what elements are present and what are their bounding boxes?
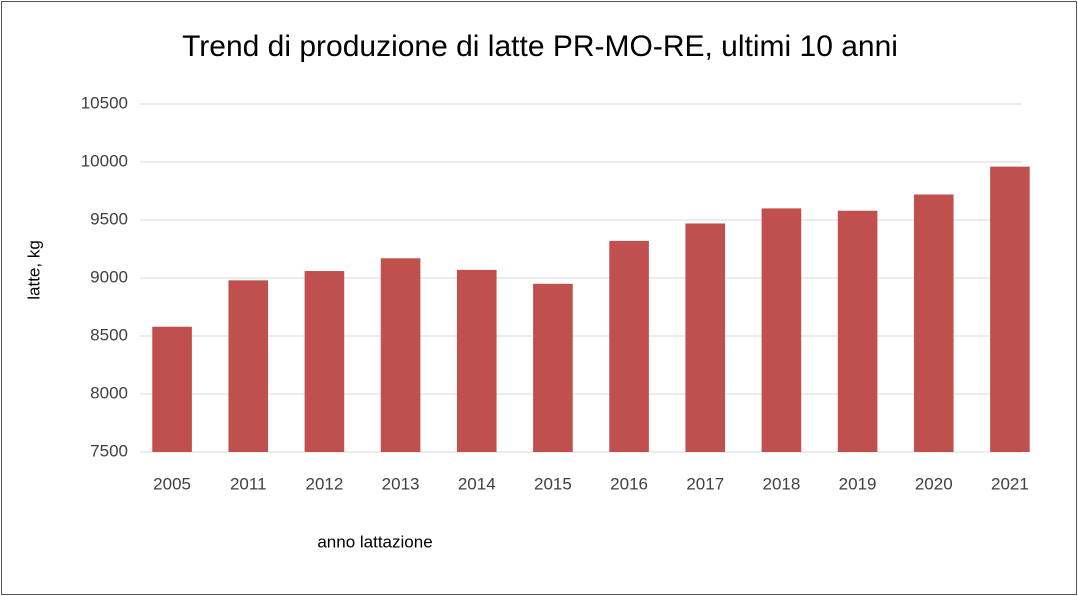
bar <box>533 283 573 452</box>
y-tick-label: 9000 <box>90 267 128 286</box>
x-tick-label: 2017 <box>686 474 724 493</box>
chart-title: Trend di produzione di latte PR-MO-RE, u… <box>182 30 898 63</box>
bar <box>913 194 954 453</box>
x-tick-label: 2019 <box>839 474 877 493</box>
y-tick-label: 10500 <box>81 93 128 112</box>
x-tick-label: 2011 <box>230 474 267 493</box>
bar <box>990 166 1030 452</box>
y-tick-label: 8000 <box>90 383 128 402</box>
bar <box>456 269 497 452</box>
x-tick-label: 2014 <box>458 474 496 493</box>
bar <box>380 258 421 452</box>
y-tick-label: 10000 <box>81 151 128 170</box>
x-tick-label: 2021 <box>991 474 1029 493</box>
bar <box>837 210 878 452</box>
bar <box>609 240 649 452</box>
y-axis-label: latte, kg <box>24 240 43 300</box>
x-tick-label: 2005 <box>153 474 191 493</box>
bar <box>685 223 726 452</box>
bar <box>152 326 192 452</box>
x-tick-label: 2013 <box>382 474 420 493</box>
x-tick-label: 2012 <box>306 474 344 493</box>
x-tick-label: 2020 <box>915 474 953 493</box>
x-tick-label: 2016 <box>610 474 648 493</box>
y-tick-label: 9500 <box>90 209 128 228</box>
x-tick-label: 2015 <box>534 474 572 493</box>
x-tick-label: 2018 <box>763 474 801 493</box>
x-axis-label: anno lattazione <box>317 532 432 551</box>
y-tick-label: 8500 <box>90 325 128 344</box>
bar <box>228 280 269 452</box>
y-tick-label: 7500 <box>90 441 128 460</box>
bar <box>304 271 345 452</box>
bar <box>761 208 802 452</box>
